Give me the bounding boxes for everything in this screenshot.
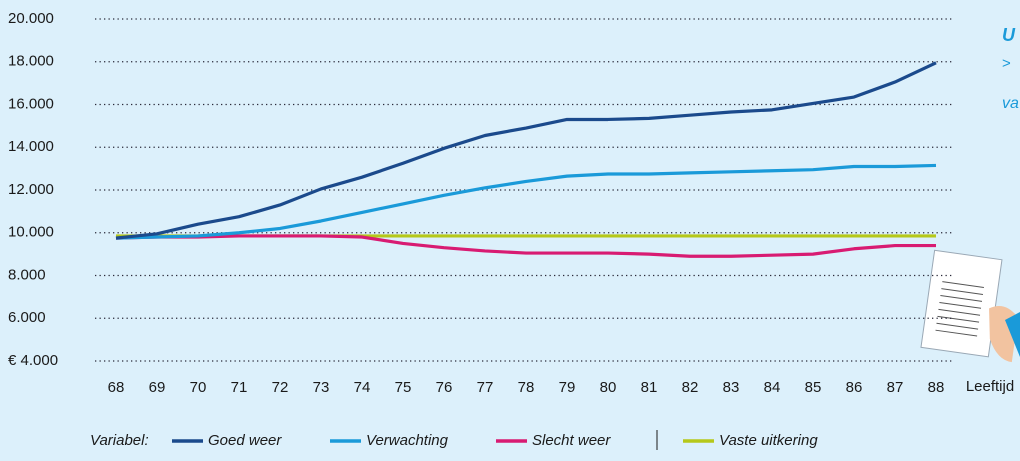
x-tick-label: 87 [887, 379, 904, 396]
x-tick-label: 82 [682, 379, 699, 396]
x-tick-label: 84 [764, 379, 781, 396]
x-tick-label: 69 [149, 379, 166, 396]
x-tick-label: 72 [272, 379, 289, 396]
legend-title: Variabel: [90, 432, 149, 449]
y-tick-label: 14.000 [8, 138, 54, 155]
x-tick-label: 83 [723, 379, 740, 396]
annotation: U [1002, 25, 1016, 45]
x-axis-label: Leeftijd [966, 378, 1014, 395]
y-tick-label: € 4.000 [8, 352, 58, 369]
annotation: > [1002, 55, 1011, 72]
annotation: va [1002, 95, 1019, 112]
y-tick-label: 16.000 [8, 95, 54, 112]
x-tick-label: 79 [559, 379, 576, 396]
legend-label: Slecht weer [532, 432, 611, 449]
x-tick-label: 68 [108, 379, 125, 396]
x-tick-label: 74 [354, 379, 371, 396]
y-tick-label: 12.000 [8, 181, 54, 198]
y-tick-label: 6.000 [8, 309, 46, 326]
x-tick-label: 76 [436, 379, 453, 396]
x-tick-label: 73 [313, 379, 330, 396]
x-tick-label: 85 [805, 379, 822, 396]
x-tick-label: 80 [600, 379, 617, 396]
y-tick-label: 18.000 [8, 53, 54, 70]
x-tick-label: 75 [395, 379, 412, 396]
x-tick-label: 71 [231, 379, 248, 396]
chart: Leeftijd Variabel: U > va € 4.000 6.000 8.… [0, 0, 1020, 461]
x-tick-label: 86 [846, 379, 863, 396]
legend-label: Vaste uitkering [719, 432, 818, 449]
x-tick-label: 78 [518, 379, 535, 396]
x-tick-label: 81 [641, 379, 658, 396]
paper [921, 250, 1002, 357]
x-tick-label: 70 [190, 379, 207, 396]
y-tick-label: 10.000 [8, 224, 54, 241]
x-tick-label: 88 [928, 379, 945, 396]
x-tick-label: 77 [477, 379, 494, 396]
legend-label: Verwachting [366, 432, 449, 449]
y-tick-label: 8.000 [8, 266, 46, 283]
legend-label: Goed weer [208, 432, 282, 449]
y-tick-label: 20.000 [8, 10, 54, 27]
